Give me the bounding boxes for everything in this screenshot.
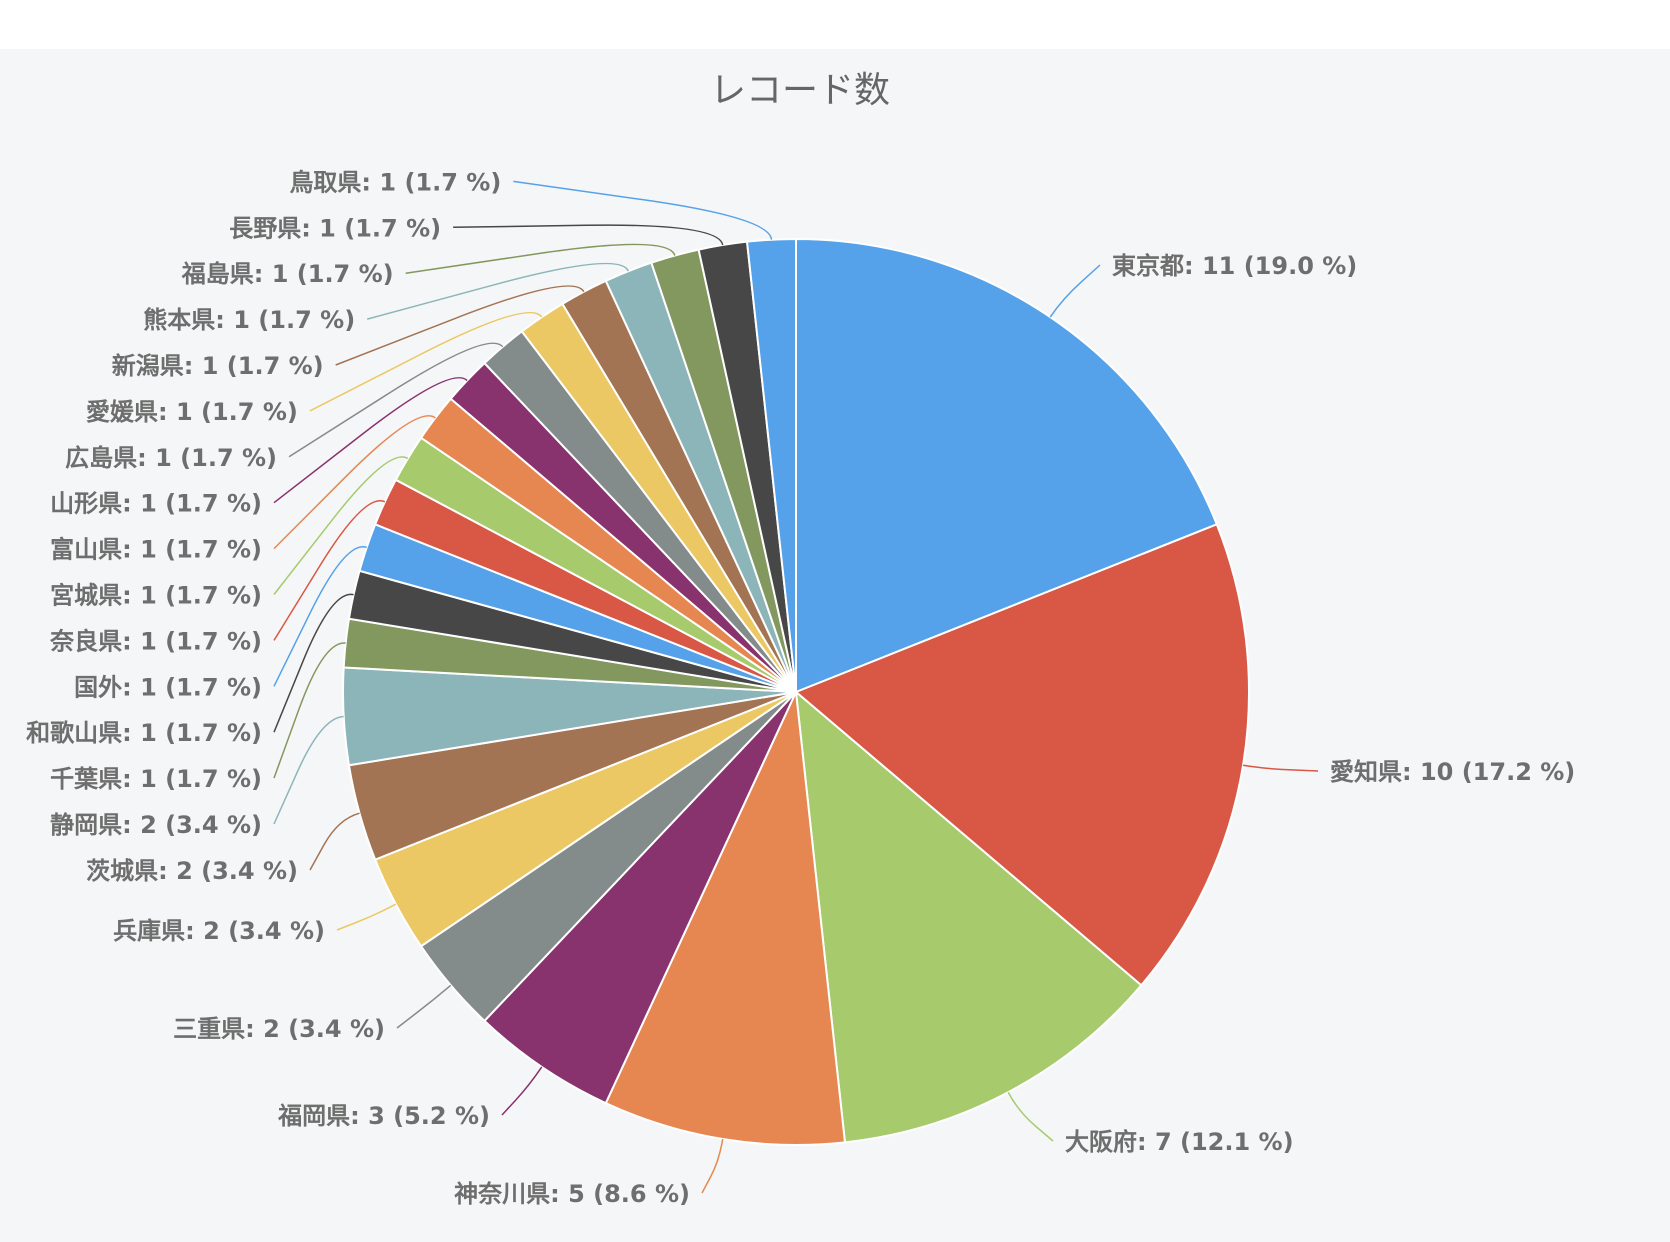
label-leader-line [336,903,397,931]
slice-label: 和歌山県: 1 (1.7 %) [26,719,262,747]
slice-label: 富山県: 1 (1.7 %) [50,536,262,564]
slice-label: 福島県: 1 (1.7 %) [181,260,394,288]
label-leader-line [501,1066,543,1116]
slice-label: 広島県: 1 (1.7 %) [65,444,277,472]
label-leader-line [453,224,724,246]
label-leader-line [1242,764,1319,772]
slice-label: 神奈川県: 5 (8.6 %) [454,1180,690,1208]
label-leader-line [273,642,346,779]
slice-label: 鳥取県: 1 (1.7 %) [289,168,501,196]
slice-label: 愛知県: 10 (17.2 %) [1330,758,1575,786]
label-leader-line [396,984,452,1029]
label-leader-line [513,180,773,240]
label-leader-line [273,500,386,641]
label-leader-line [273,715,344,825]
slice-label: 三重県: 2 (3.4 %) [173,1015,385,1043]
pie-slice[interactable] [795,237,1219,694]
label-leader-line [309,311,543,412]
slice-label: 山形県: 1 (1.7 %) [50,490,262,518]
slice-label: 兵庫県: 2 (3.4 %) [113,917,325,945]
label-leader-line [1049,264,1101,318]
pie-slice[interactable] [745,237,797,693]
label-leader-line [1007,1091,1054,1142]
slice-label: 愛媛県: 1 (1.7 %) [86,398,298,426]
label-leader-line [366,262,630,320]
slice-label: 宮城県: 1 (1.7 %) [50,582,262,610]
label-leader-line [309,812,360,871]
slice-label: 長野県: 1 (1.7 %) [229,214,441,242]
label-leader-line [335,285,585,366]
pie-slice[interactable] [794,689,1143,1144]
slice-label: 千葉県: 1 (1.7 %) [50,765,262,793]
slice-label: 福岡県: 3 (5.2 %) [277,1102,490,1130]
label-leader-line [273,593,354,733]
slice-label: 茨城県: 2 (3.4 %) [86,857,298,885]
label-leader-line [273,377,468,504]
chart-panel: レコード数 東京都: 11 (19.0 %) 愛知県: 10 (17.2 %) 大阪… [0,49,1670,1242]
slice-label: 国外: 1 (1.7 %) [74,673,262,701]
pie-slice[interactable] [483,691,797,1105]
pie-chart: 東京都: 11 (19.0 %) 愛知県: 10 (17.2 %) 大阪府: 7 (… [26,168,1575,1208]
slice-label: 熊本県: 1 (1.7 %) [143,306,355,334]
label-leader-line [273,456,409,595]
slice-label: 大阪府: 7 (12.1 %) [1065,1128,1294,1156]
slice-label: 静岡県: 2 (3.4 %) [50,811,262,839]
slice-label: 東京都: 11 (19.0 %) [1112,252,1357,280]
label-leader-line [405,243,676,274]
label-leader-line [273,415,436,550]
label-leader-line [701,1138,724,1194]
pie-slice[interactable] [604,688,847,1146]
slice-label: 新潟県: 1 (1.7 %) [112,352,324,380]
chart-title: レコード数 [709,70,890,111]
label-leader-line [288,342,504,458]
slice-label: 奈良県: 1 (1.7 %) [49,627,262,655]
label-leader-line [273,546,367,687]
